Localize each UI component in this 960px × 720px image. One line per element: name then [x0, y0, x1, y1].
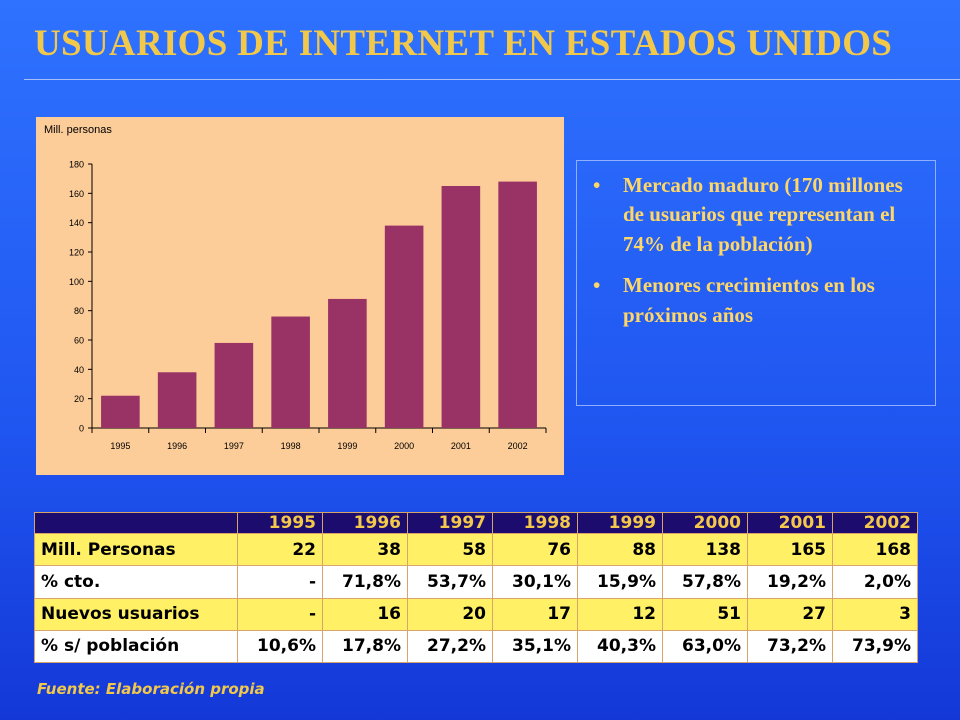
table-cell: 38 — [322, 532, 408, 567]
table-row-label: % cto. — [34, 565, 238, 599]
bar-chart: 0 20 40 60 80 100 120 140 160 180 1995 1996 1997 1998… — [36, 117, 564, 475]
table-cell: 27 — [747, 597, 833, 631]
table-cell: - — [237, 597, 323, 631]
table-cell: 88 — [577, 532, 663, 567]
page-title: USUARIOS DE INTERNET EN ESTADOS UNIDOS — [34, 23, 893, 64]
table-year-header: 1997 — [407, 512, 493, 534]
y-tick-label: 40 — [74, 365, 84, 375]
bar-1995 — [101, 395, 140, 428]
y-tick-label: 100 — [69, 277, 84, 287]
bar-1998 — [271, 316, 310, 428]
table-row: % cto. -71,8% 53,7% 30,1% 15,9% 57,8% 19,2% 2,0… — [34, 565, 918, 599]
table-row: % s/ población 10,6% 17,8% 27,2% 35,1% 40,3% 6… — [34, 629, 918, 664]
table-cell: 19,2% — [747, 565, 833, 599]
table-cell: 165 — [747, 532, 833, 567]
table-cell: 76 — [492, 532, 578, 567]
table-cell: 53,7% — [407, 565, 493, 599]
y-tick-label: 60 — [74, 336, 84, 346]
table-cell: 27,2% — [407, 629, 493, 664]
table-cell: 17 — [492, 597, 578, 631]
bar-1997 — [214, 342, 254, 428]
table-cell: 30,1% — [492, 565, 578, 599]
table-row: Nuevos usuarios -16 20 17 12 51 27 3 — [34, 597, 918, 631]
bar-chart-svg: 0 20 40 60 80 100 120 140 160 180 1995 1996 1997 1998… — [69, 160, 547, 451]
table-row-label: Nuevos usuarios — [34, 597, 238, 631]
bar-2000 — [384, 225, 424, 428]
data-table-box: 1995 1996 1997 1998 1999 2000 2001 2002 Mill. P… — [34, 512, 918, 664]
table-cell: 40,3% — [577, 629, 663, 664]
data-table: 1995 1996 1997 1998 1999 2000 2001 2002 Mill. P… — [34, 512, 918, 664]
y-tick-label: 160 — [69, 189, 84, 199]
y-tick-label: 0 — [79, 424, 84, 434]
bullet-list: • Mercado maduro (170 millones de usuario… — [591, 171, 921, 330]
bullet-text: Menores crecimientos en los próximos año… — [623, 273, 875, 327]
x-tick-label: 2000 — [394, 441, 414, 451]
x-tick-label: 2002 — [508, 441, 528, 451]
title-divider — [24, 79, 960, 80]
table-year-header: 1999 — [577, 512, 663, 534]
y-tick-label: 140 — [69, 218, 84, 228]
table-year-header: 2001 — [747, 512, 833, 534]
table-header-row: 1995 1996 1997 1998 1999 2000 2001 2002 — [34, 512, 918, 534]
table-cell: 12 — [577, 597, 663, 631]
y-tick-label: 20 — [74, 394, 84, 404]
x-tick-label: 1998 — [281, 441, 301, 451]
bullet-text: Mercado maduro (170 millones de usuarios… — [623, 173, 903, 256]
table-cell: 15,9% — [577, 565, 663, 599]
table-corner-cell — [34, 512, 238, 534]
y-tick-label: 80 — [74, 306, 84, 316]
table-cell: 3 — [832, 597, 918, 631]
table-cell: 73,2% — [747, 629, 833, 664]
y-tick-label: 120 — [69, 248, 84, 258]
table-cell: 58 — [407, 532, 493, 567]
table-cell: - — [237, 565, 323, 599]
table-year-header: 2000 — [662, 512, 748, 534]
table-cell: 168 — [832, 532, 918, 567]
table-cell: 16 — [322, 597, 408, 631]
bar-1999 — [328, 298, 367, 428]
table-year-header: 1998 — [492, 512, 578, 534]
table-row-label: % s/ población — [34, 629, 238, 664]
bullet-item: • Menores crecimientos en los próximos añ… — [591, 271, 921, 330]
table-year-header: 1995 — [237, 512, 323, 534]
y-axis-label: Mill. personas — [44, 124, 112, 136]
bullet-dot-icon: • — [593, 173, 601, 197]
bar-1996 — [157, 372, 197, 428]
bullet-box: • Mercado maduro (170 millones de usuario… — [576, 160, 936, 406]
table-row: Mill. Personas 22 38 58 76 88 138 165 168 — [34, 532, 918, 567]
x-tick-label: 2001 — [451, 441, 471, 451]
y-tick-label: 180 — [69, 160, 84, 170]
table-year-header: 1996 — [322, 512, 408, 534]
table-year-header: 2002 — [832, 512, 918, 534]
bullet-dot-icon: • — [593, 273, 601, 298]
table-cell: 71,8% — [322, 565, 408, 599]
table-cell: 138 — [662, 532, 748, 567]
x-tick-label: 1999 — [337, 441, 357, 451]
table-cell: 22 — [237, 532, 323, 567]
table-row-label: Mill. Personas — [34, 532, 238, 567]
bar-2001 — [441, 186, 481, 428]
x-tick-label: 1995 — [110, 441, 130, 451]
table-cell: 20 — [407, 597, 493, 631]
table-cell: 73,9% — [832, 629, 918, 664]
x-tick-label: 1996 — [167, 441, 187, 451]
table-cell: 51 — [662, 597, 748, 631]
table-cell: 2,0% — [832, 565, 918, 599]
table-cell: 35,1% — [492, 629, 578, 664]
table-cell: 57,8% — [662, 565, 748, 599]
x-tick-label: 1997 — [224, 441, 244, 451]
table-cell: 17,8% — [322, 629, 408, 664]
table-cell: 10,6% — [237, 629, 323, 664]
source-note: Fuente: Elaboración propia — [37, 680, 265, 698]
table-cell: 63,0% — [662, 629, 748, 664]
bar-2002 — [498, 181, 537, 428]
bullet-item: • Mercado maduro (170 millones de usuario… — [591, 171, 921, 259]
